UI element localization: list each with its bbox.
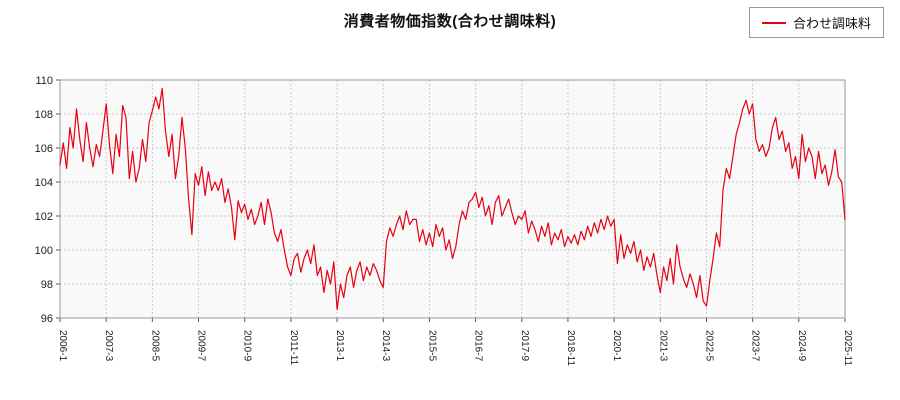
svg-text:106: 106 bbox=[35, 143, 53, 155]
svg-text:2024-9: 2024-9 bbox=[796, 330, 807, 362]
svg-text:2022-5: 2022-5 bbox=[703, 330, 714, 362]
legend-series-label: 合わせ調味料 bbox=[792, 16, 871, 31]
svg-text:2021-3: 2021-3 bbox=[657, 330, 668, 362]
svg-text:96: 96 bbox=[41, 313, 53, 325]
y-grid-and-labels: 96 98 100 102 104 106 108 110 bbox=[35, 75, 845, 325]
svg-text:104: 104 bbox=[35, 177, 53, 189]
svg-text:2025-11: 2025-11 bbox=[842, 330, 853, 366]
svg-text:102: 102 bbox=[35, 211, 53, 223]
svg-text:2018-11: 2018-11 bbox=[565, 330, 576, 366]
svg-text:2011-11: 2011-11 bbox=[288, 330, 299, 366]
svg-text:2009-7: 2009-7 bbox=[196, 330, 207, 362]
svg-text:108: 108 bbox=[35, 109, 53, 121]
x-grid-and-labels: 2006-1 2007-3 2008-5 2009-7 2010-9 2011-11 201… bbox=[57, 80, 853, 366]
svg-text:2010-9: 2010-9 bbox=[242, 330, 253, 362]
legend-line-swatch bbox=[761, 21, 786, 24]
svg-text:100: 100 bbox=[35, 245, 53, 257]
svg-text:2020-1: 2020-1 bbox=[611, 330, 622, 362]
svg-text:2013-1: 2013-1 bbox=[334, 330, 345, 362]
legend[interactable]: 合わせ調味料 bbox=[748, 7, 884, 38]
svg-text:2023-7: 2023-7 bbox=[750, 330, 761, 362]
svg-text:98: 98 bbox=[41, 279, 53, 291]
svg-text:2014-3: 2014-3 bbox=[380, 330, 391, 362]
svg-text:2007-3: 2007-3 bbox=[103, 330, 114, 362]
svg-text:2006-1: 2006-1 bbox=[57, 330, 68, 362]
chart-title: 消費者物価指数(合わせ調味料) bbox=[343, 13, 557, 30]
svg-text:110: 110 bbox=[35, 75, 53, 87]
series-line bbox=[59, 87, 846, 311]
plot-area bbox=[60, 80, 845, 318]
svg-text:2008-5: 2008-5 bbox=[149, 330, 160, 362]
svg-text:2015-5: 2015-5 bbox=[426, 330, 437, 362]
plot-frame bbox=[59, 79, 846, 319]
svg-text:2017-9: 2017-9 bbox=[519, 330, 530, 362]
svg-text:2016-7: 2016-7 bbox=[473, 330, 484, 362]
